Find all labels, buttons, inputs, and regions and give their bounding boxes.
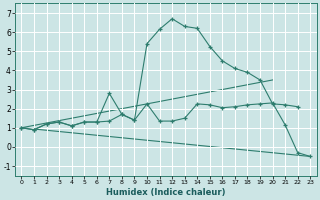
- X-axis label: Humidex (Indice chaleur): Humidex (Indice chaleur): [106, 188, 226, 197]
